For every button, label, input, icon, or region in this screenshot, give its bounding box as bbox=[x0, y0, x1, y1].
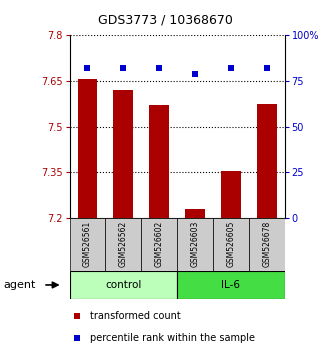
Bar bbox=[185, 209, 205, 218]
Bar bbox=[70, 218, 105, 271]
Bar bbox=[149, 105, 169, 218]
Point bbox=[192, 71, 198, 76]
Text: control: control bbox=[105, 280, 141, 290]
Point bbox=[228, 65, 233, 71]
Bar bbox=[141, 218, 177, 271]
Point bbox=[74, 313, 80, 319]
Bar bbox=[221, 171, 241, 218]
Text: IL-6: IL-6 bbox=[221, 280, 240, 290]
Text: GSM526562: GSM526562 bbox=[119, 221, 128, 267]
Bar bbox=[70, 271, 177, 299]
Text: GSM526678: GSM526678 bbox=[262, 221, 271, 267]
Bar bbox=[257, 104, 277, 218]
Text: percentile rank within the sample: percentile rank within the sample bbox=[90, 332, 255, 343]
Text: GDS3773 / 10368670: GDS3773 / 10368670 bbox=[98, 13, 233, 27]
Text: agent: agent bbox=[3, 280, 36, 290]
Text: GSM526605: GSM526605 bbox=[226, 221, 235, 268]
Text: transformed count: transformed count bbox=[90, 311, 181, 321]
Bar bbox=[114, 90, 133, 218]
Bar bbox=[177, 271, 285, 299]
Text: GSM526561: GSM526561 bbox=[83, 221, 92, 267]
Point bbox=[120, 65, 126, 71]
Bar bbox=[213, 218, 249, 271]
Point bbox=[264, 65, 269, 71]
Point bbox=[85, 65, 90, 71]
Text: GSM526602: GSM526602 bbox=[155, 221, 164, 267]
Bar bbox=[105, 218, 141, 271]
Text: GSM526603: GSM526603 bbox=[191, 221, 200, 268]
Bar bbox=[177, 218, 213, 271]
Point bbox=[157, 65, 162, 71]
Point bbox=[74, 335, 80, 341]
Bar bbox=[249, 218, 285, 271]
Bar bbox=[77, 79, 97, 218]
